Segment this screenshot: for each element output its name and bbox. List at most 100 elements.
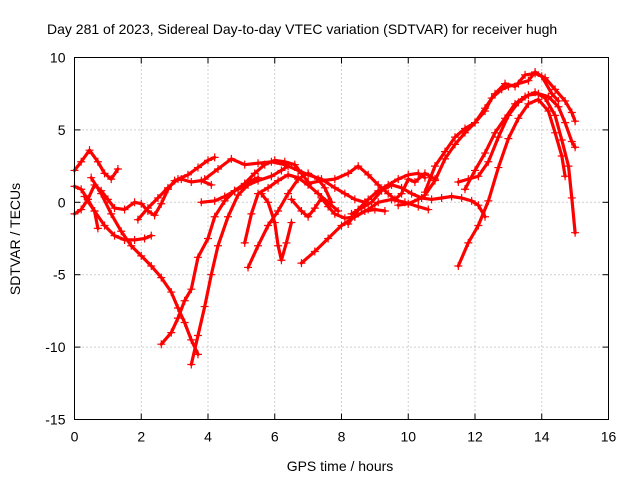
data-point-marker (454, 262, 463, 271)
data-point-marker (110, 231, 119, 240)
y-tick-label: -10 (45, 339, 65, 355)
series-arc-5 (87, 173, 202, 359)
data-point-marker (430, 176, 439, 185)
data-point-marker (304, 212, 313, 221)
data-point-marker (117, 227, 126, 236)
data-point-marker (440, 147, 449, 156)
data-point-marker (87, 173, 96, 182)
data-point-marker (183, 170, 192, 179)
data-point-marker (344, 220, 353, 229)
data-point-marker (264, 183, 273, 192)
data-point-marker (210, 153, 219, 162)
y-tick-labels: 10 5 0 -5 -10 -15 (45, 50, 65, 428)
data-point-marker (430, 162, 439, 171)
data-point-marker (180, 318, 189, 327)
x-tick-label: 8 (338, 429, 346, 445)
data-point-marker (193, 350, 202, 359)
data-point-marker (427, 195, 436, 204)
data-point-marker (137, 251, 146, 260)
series-arc-10 (200, 154, 369, 207)
data-point-marker (481, 149, 490, 158)
data-point-marker (80, 192, 89, 201)
data-point-marker (133, 215, 142, 224)
data-point-marker (414, 202, 423, 211)
data-point-marker (420, 188, 429, 197)
data-point-marker (551, 111, 560, 120)
data-point-marker (310, 204, 319, 213)
x-tick-label: 12 (467, 429, 483, 445)
data-point-marker (531, 69, 540, 78)
data-series (70, 67, 580, 369)
data-point-marker (474, 201, 483, 210)
series-line (463, 90, 577, 235)
data-point-marker (193, 331, 202, 340)
data-point-marker (324, 234, 333, 243)
data-point-marker (93, 224, 102, 233)
data-point-marker (324, 202, 333, 211)
data-point-marker (484, 157, 493, 166)
data-point-marker (314, 189, 323, 198)
data-point-marker (450, 133, 459, 142)
data-point-marker (224, 212, 233, 221)
data-point-marker (557, 151, 566, 160)
data-point-marker (277, 256, 286, 265)
data-point-marker (370, 205, 379, 214)
data-point-marker (541, 73, 550, 82)
data-point-marker (330, 209, 339, 218)
data-point-marker (110, 204, 119, 213)
data-point-marker (97, 189, 106, 198)
data-point-marker (93, 157, 102, 166)
data-point-marker (244, 263, 253, 272)
data-point-marker (394, 175, 403, 184)
x-tick-label: 4 (204, 429, 212, 445)
data-point-marker (274, 206, 283, 215)
series-arc-20 (420, 69, 580, 197)
data-point-marker (354, 162, 363, 171)
data-point-marker (511, 99, 520, 108)
y-tick-label: -15 (45, 412, 65, 428)
data-point-marker (304, 169, 313, 178)
data-point-marker (364, 170, 373, 179)
data-point-marker (561, 172, 570, 181)
data-point-marker (284, 170, 293, 179)
data-point-marker (474, 172, 483, 181)
data-point-marker (153, 193, 162, 202)
data-point-marker (77, 205, 86, 214)
y-tick-label: 10 (50, 50, 66, 66)
data-point-marker (187, 360, 196, 369)
data-point-marker (254, 241, 263, 250)
data-point-marker (163, 183, 172, 192)
data-point-marker (387, 180, 396, 189)
data-point-marker (551, 128, 560, 137)
data-point-marker (494, 163, 503, 172)
data-point-marker (491, 89, 500, 98)
data-point-marker (280, 160, 289, 169)
data-point-marker (460, 185, 469, 194)
data-point-marker (257, 189, 266, 198)
data-point-marker (157, 273, 166, 282)
series-arc-6 (133, 153, 219, 224)
data-point-marker (571, 228, 580, 237)
data-point-marker (240, 160, 249, 169)
data-point-marker (187, 335, 196, 344)
data-point-marker (340, 214, 349, 223)
data-point-marker (347, 209, 356, 218)
data-point-marker (394, 201, 403, 210)
data-point-marker (440, 154, 449, 163)
data-point-marker (204, 156, 212, 165)
data-point-marker (214, 241, 223, 250)
data-point-marker (254, 176, 263, 185)
data-point-marker (407, 189, 416, 198)
data-point-marker (344, 169, 353, 178)
data-point-marker (317, 193, 326, 202)
data-point-marker (297, 259, 306, 268)
data-point-marker (173, 175, 182, 184)
data-point-marker (481, 104, 490, 113)
data-point-marker (567, 137, 576, 146)
data-point-marker (457, 193, 466, 202)
data-point-marker (130, 235, 139, 244)
data-point-marker (330, 175, 339, 184)
data-point-marker (294, 175, 303, 184)
data-point-marker (277, 166, 286, 175)
